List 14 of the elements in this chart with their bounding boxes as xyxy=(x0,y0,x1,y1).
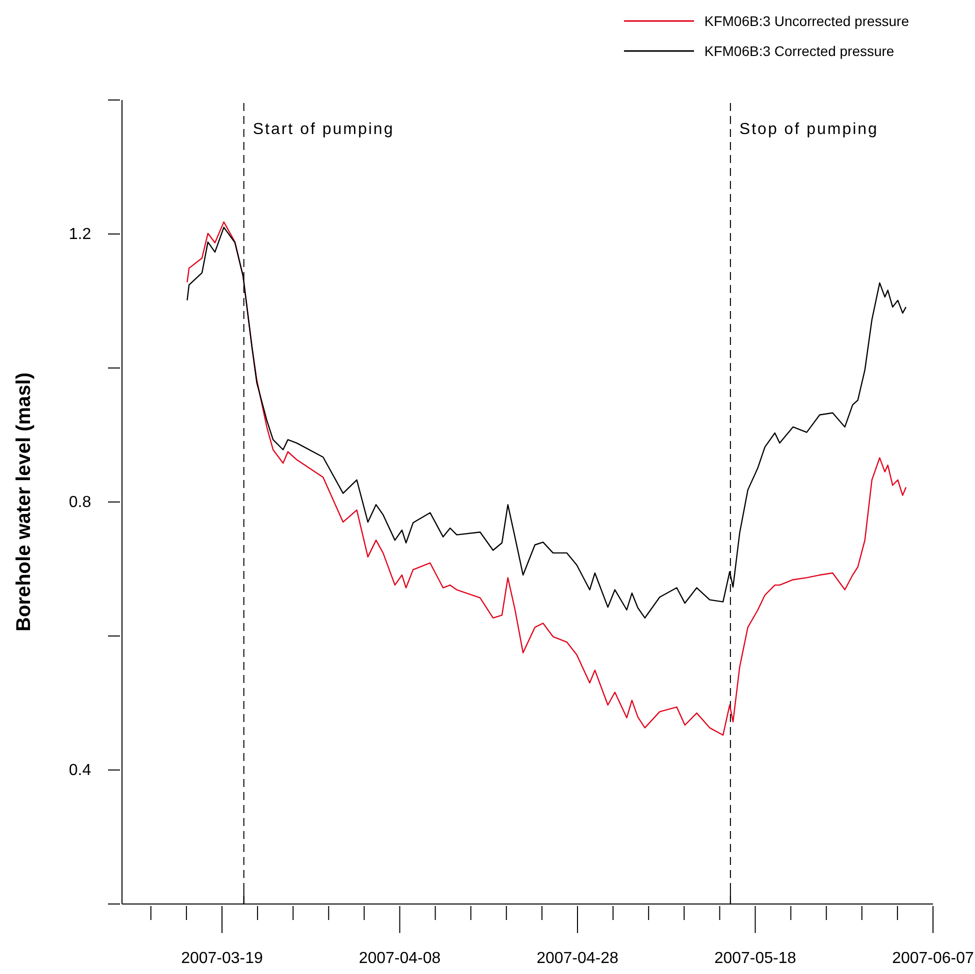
line-series xyxy=(186,221,907,736)
y-tick-label: 1.2 xyxy=(68,226,92,243)
x-tick-label: 2007-06-07 xyxy=(892,950,974,967)
y-axis-title: Borehole water level (masl) xyxy=(13,372,35,632)
legend-label: KFM06B:3 Uncorrected pressure xyxy=(704,13,909,29)
ref-line-label: Start of pumping xyxy=(252,121,394,138)
x-tick-label: 2007-05-18 xyxy=(714,950,796,967)
x-tick-label: 2007-03-19 xyxy=(181,950,264,967)
y-tick-label: 0.8 xyxy=(68,494,92,511)
x-tick-label: 2007-04-08 xyxy=(358,950,441,967)
x-tick-label: 2007-04-28 xyxy=(536,950,619,967)
legend-label: KFM06B:3 Corrected pressure xyxy=(704,43,894,59)
y-tick-label: 0.4 xyxy=(68,762,92,779)
ref-line-label: Stop of pumping xyxy=(739,121,878,138)
